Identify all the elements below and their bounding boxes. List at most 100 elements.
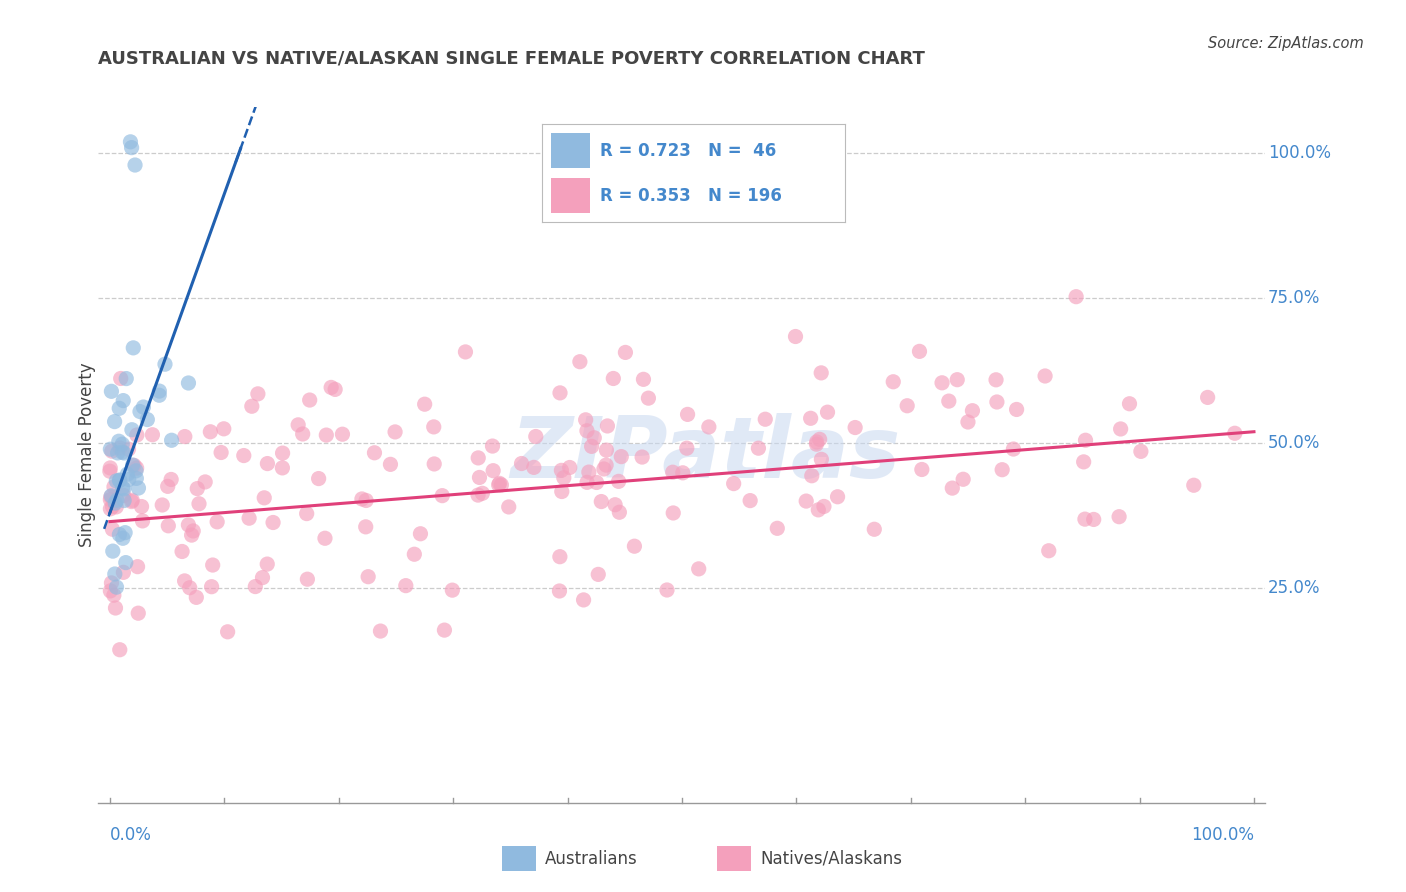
Point xyxy=(931,376,953,390)
Point xyxy=(156,479,179,493)
Point xyxy=(1118,397,1140,411)
Point xyxy=(314,531,336,545)
Point xyxy=(114,556,136,570)
Point xyxy=(946,373,969,387)
Point xyxy=(271,446,294,460)
Point xyxy=(323,383,346,397)
Point xyxy=(111,445,134,459)
Point xyxy=(332,427,354,442)
Point xyxy=(482,464,505,478)
Point xyxy=(785,329,807,343)
Text: 100.0%: 100.0% xyxy=(1191,826,1254,844)
Point xyxy=(655,582,678,597)
Point xyxy=(441,583,464,598)
Point xyxy=(117,442,139,457)
Point xyxy=(131,500,153,514)
Point xyxy=(308,472,330,486)
Point xyxy=(661,465,683,479)
Point xyxy=(938,394,960,409)
Point xyxy=(956,415,979,429)
Point xyxy=(100,583,122,598)
Point xyxy=(962,403,984,417)
Text: 0.0%: 0.0% xyxy=(110,826,152,844)
Point xyxy=(132,400,155,414)
Point xyxy=(136,412,159,426)
Text: Natives/Alaskans: Natives/Alaskans xyxy=(761,849,903,868)
Point xyxy=(723,476,745,491)
Point xyxy=(131,514,153,528)
Point xyxy=(186,591,208,605)
Point xyxy=(433,623,456,637)
Point xyxy=(111,481,134,495)
Point xyxy=(186,482,208,496)
Text: AUSTRALIAN VS NATIVE/ALASKAN SINGLE FEMALE POVERTY CORRELATION CHART: AUSTRALIAN VS NATIVE/ALASKAN SINGLE FEMA… xyxy=(98,49,925,67)
Point xyxy=(298,392,321,407)
Point xyxy=(205,515,228,529)
Point xyxy=(100,384,122,399)
Text: 25.0%: 25.0% xyxy=(1268,579,1320,598)
Point xyxy=(104,496,127,510)
Point xyxy=(100,442,122,457)
Point xyxy=(127,481,149,495)
Point xyxy=(568,354,591,368)
Point xyxy=(177,376,200,390)
Point xyxy=(548,385,571,400)
Point xyxy=(121,140,143,155)
Point xyxy=(256,557,278,571)
Point xyxy=(180,528,202,542)
Point xyxy=(491,478,513,492)
Point xyxy=(1223,426,1246,441)
Point xyxy=(498,500,520,514)
Point xyxy=(1074,512,1097,526)
Point xyxy=(991,463,1014,477)
Point xyxy=(454,345,477,359)
Point xyxy=(423,420,446,434)
Point xyxy=(98,492,121,507)
Point xyxy=(471,486,494,500)
Point xyxy=(194,475,217,489)
Point xyxy=(173,429,195,443)
Point xyxy=(595,443,617,458)
Point xyxy=(101,500,124,514)
Point xyxy=(238,511,260,525)
Point xyxy=(141,427,163,442)
Point xyxy=(181,524,204,538)
Point xyxy=(98,461,121,475)
Point xyxy=(794,494,817,508)
Point xyxy=(98,464,121,478)
Point xyxy=(252,571,274,585)
Point xyxy=(125,464,148,478)
Point xyxy=(101,444,124,458)
Text: 75.0%: 75.0% xyxy=(1268,289,1320,308)
Point xyxy=(1109,422,1132,436)
Point xyxy=(256,457,278,471)
Text: Source: ZipAtlas.com: Source: ZipAtlas.com xyxy=(1208,36,1364,51)
Point xyxy=(844,420,866,434)
Point xyxy=(380,458,402,472)
Point xyxy=(108,434,131,449)
Point xyxy=(108,474,131,488)
Point xyxy=(1197,391,1219,405)
Point xyxy=(188,497,211,511)
Point xyxy=(631,450,654,464)
Point xyxy=(105,500,128,514)
Point xyxy=(363,446,385,460)
Point xyxy=(810,366,832,380)
Point xyxy=(603,498,626,512)
Point xyxy=(863,522,886,536)
Point xyxy=(754,412,776,426)
Point xyxy=(1002,442,1025,456)
Point xyxy=(112,393,135,408)
Point xyxy=(121,494,143,508)
Point xyxy=(409,526,432,541)
Point xyxy=(553,471,575,485)
Point xyxy=(271,461,294,475)
Point xyxy=(111,437,134,451)
Point xyxy=(623,539,645,553)
Point xyxy=(122,341,145,355)
Point xyxy=(413,397,436,411)
Point xyxy=(637,391,659,405)
Point xyxy=(212,422,235,436)
Point xyxy=(118,473,141,487)
Point xyxy=(467,488,489,502)
